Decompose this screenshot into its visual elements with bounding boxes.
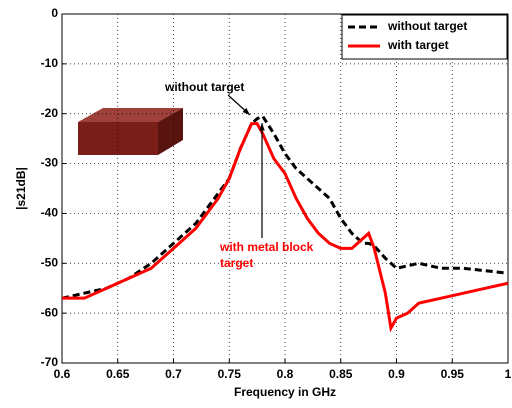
x-tick-label: 0.75 [218, 367, 242, 381]
x-tick-label: 0.9 [388, 367, 405, 381]
y-tick-label: -10 [41, 56, 59, 70]
y-tick-label: -30 [41, 156, 59, 170]
arrow-head [259, 123, 265, 131]
x-tick-label: 0.85 [329, 367, 353, 381]
arrow-head [242, 107, 250, 115]
plot-frame [61, 13, 509, 364]
x-tick-label: 0.6 [54, 367, 71, 381]
x-axis-label: Frequency in GHz [234, 385, 336, 399]
block-top [78, 108, 183, 122]
x-tick-label: 0.7 [165, 367, 182, 381]
y-tick-label: -60 [41, 305, 59, 319]
annotation: without target [164, 80, 244, 94]
y-tick-label: 0 [51, 6, 58, 20]
x-tick-label: 0.8 [277, 367, 294, 381]
legend-box [341, 14, 508, 60]
series-line [61, 114, 509, 300]
y-axis-label: |s21dB| [14, 167, 28, 210]
series-line [62, 122, 509, 333]
legend-label: with target [387, 38, 449, 52]
annotation: with metal block [219, 240, 314, 254]
x-tick-label: 1 [505, 367, 512, 381]
block-side [158, 108, 183, 155]
y-tick-label: -70 [41, 355, 59, 369]
y-tick-label: -40 [41, 206, 59, 220]
x-tick-label: 0.65 [106, 367, 130, 381]
x-tick-label: 0.95 [441, 367, 465, 381]
y-tick-label: -50 [41, 255, 59, 269]
legend-label: without target [387, 19, 467, 33]
y-tick-label: -20 [41, 106, 59, 120]
annotation: target [220, 256, 253, 270]
